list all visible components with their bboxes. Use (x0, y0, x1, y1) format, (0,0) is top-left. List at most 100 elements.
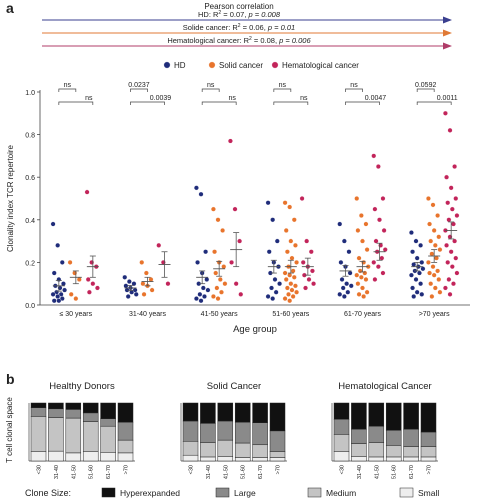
corr-superscript: 2 (218, 10, 221, 16)
data-point (229, 259, 235, 265)
clone-size-label: Clone Size: (25, 488, 71, 498)
data-point (218, 289, 224, 295)
data-point (341, 293, 347, 299)
data-point (73, 296, 79, 302)
data-point (373, 238, 379, 244)
stacked-bar-segment (269, 402, 286, 432)
data-point (410, 285, 416, 291)
data-point (200, 285, 206, 291)
legend-swatch (307, 487, 322, 498)
stacked-bar-segment (403, 446, 419, 458)
data-point (362, 270, 368, 276)
significance-bracket (345, 88, 363, 92)
correlation-text: Hematological cancer: R2 = 0.08, p = 0.0… (167, 36, 311, 45)
data-point (408, 272, 414, 278)
stacked-bar-segment (82, 412, 99, 422)
data-point (139, 259, 145, 265)
x-tick-label: ≤ 30 years (60, 311, 93, 318)
data-point (425, 259, 431, 265)
data-point (283, 227, 289, 233)
stacked-bar-segment (30, 451, 47, 462)
data-point (411, 262, 417, 268)
data-point (372, 206, 378, 212)
data-point (371, 153, 377, 159)
data-point (432, 285, 438, 291)
data-point (197, 291, 203, 297)
data-point (448, 185, 454, 191)
x-tick-label: 61-70 years (344, 311, 381, 318)
significance-label: ns (228, 95, 236, 102)
data-point (411, 293, 417, 299)
data-point (436, 234, 442, 240)
data-point (449, 206, 455, 212)
legend-swatch (215, 487, 230, 498)
scatter-plot: 0.0 0.2 0.4 0.6 0.8 1.0 Clonality index TCR re… (6, 82, 470, 335)
data-point (345, 289, 351, 295)
bar-category-label: >70 (276, 465, 282, 474)
data-point (448, 249, 454, 255)
data-point (141, 291, 147, 297)
correlation-arrow-head (443, 42, 452, 50)
data-point (123, 283, 129, 289)
data-point (50, 221, 56, 227)
legend-label: Medium (326, 488, 356, 498)
data-point (357, 268, 363, 274)
stacked-bar-segment (385, 430, 402, 446)
data-point (446, 276, 452, 282)
data-point (56, 298, 62, 304)
stacked-bar-segment (368, 442, 385, 458)
data-point (237, 238, 243, 244)
data-point (129, 289, 135, 295)
data-point (444, 174, 450, 180)
data-point (452, 164, 458, 170)
significance-label: 0.0011 (437, 95, 458, 102)
data-point (447, 291, 453, 297)
pearson-title: Pearson correlation (204, 2, 273, 11)
data-point (413, 238, 419, 244)
significance-label: ns (350, 82, 358, 89)
data-point (381, 227, 387, 233)
stacked-bar-segment (200, 423, 216, 443)
stacked-bar-segment (100, 425, 116, 453)
data-point (420, 266, 426, 272)
data-point (86, 289, 92, 295)
data-point (51, 298, 57, 304)
y-tick-label: 0.6 (25, 175, 35, 182)
stacked-bar-segment (252, 422, 268, 446)
stacked-bar-segment (65, 452, 82, 462)
legend-marker (163, 61, 171, 69)
data-point (299, 195, 305, 201)
data-point (291, 274, 297, 280)
data-point (122, 274, 128, 280)
corr-value: = 0.07, (221, 10, 248, 19)
data-point (294, 259, 300, 265)
data-point (76, 276, 82, 282)
data-point (198, 298, 204, 304)
significance-bracket (58, 88, 77, 92)
data-point (450, 221, 456, 227)
data-point (149, 287, 155, 293)
stacked-bar-segment (368, 425, 385, 443)
x-tick-label: 41-50 years (201, 311, 238, 318)
data-point (214, 285, 220, 291)
stacked-bar-segment (217, 420, 234, 441)
data-point (427, 221, 433, 227)
data-point (338, 259, 344, 265)
data-point (453, 255, 459, 261)
data-point (356, 255, 362, 261)
data-point (68, 291, 74, 297)
significance-bracket (273, 101, 309, 105)
data-point (269, 285, 275, 291)
legend-swatch (399, 487, 414, 498)
stacked-bar-segment (30, 402, 47, 408)
legend-marker (271, 61, 279, 69)
corr-value: = 0.06, (241, 23, 268, 32)
stacked-bar-segment (333, 402, 350, 420)
data-point (428, 238, 434, 244)
stacked-bar-segment (385, 456, 402, 462)
data-point (452, 238, 458, 244)
data-point (282, 200, 288, 206)
stacked-legend: Clone Size: Hyperexpanded Large Medium Smal… (25, 487, 439, 498)
data-point (59, 259, 65, 265)
data-point (289, 287, 295, 293)
